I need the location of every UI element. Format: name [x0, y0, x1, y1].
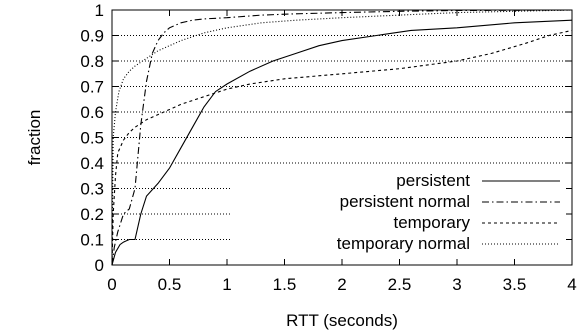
- y-tick-label: 0.7: [80, 78, 104, 97]
- y-tick-label: 0.4: [80, 154, 104, 173]
- series-lines: [111, 9, 573, 266]
- legend-label: temporary: [393, 213, 470, 232]
- x-tick-label: 0.5: [158, 275, 182, 294]
- y-tick-label: 0.5: [80, 129, 104, 148]
- series-line: [111, 19, 573, 266]
- y-tick-label: 0.2: [80, 205, 104, 224]
- x-tick-label: 3.5: [503, 275, 527, 294]
- x-axis-title: RTT (seconds): [286, 311, 398, 330]
- x-tick-label: 3: [452, 275, 461, 294]
- x-tick-label: 2: [337, 275, 346, 294]
- y-tick-label: 0.1: [80, 231, 104, 250]
- y-tick-label: 0.6: [80, 103, 104, 122]
- legend-label: persistent: [396, 171, 470, 190]
- x-tick-label: 1: [222, 275, 231, 294]
- series-line: [111, 9, 573, 266]
- x-tick-label: 2.5: [388, 275, 412, 294]
- y-tick-label: 1: [95, 1, 104, 20]
- x-tick-label: 1.5: [273, 275, 297, 294]
- series-line: [111, 29, 573, 266]
- x-tick-label: 4: [567, 275, 576, 294]
- axis-ticks: 0 0.1 0.2 0.3 0.4 0.5 0.6 0.7 0.8 0.9 1 0 0.5 1 1.5 2 2.…: [80, 1, 576, 294]
- y-axis-title: fraction: [25, 110, 44, 166]
- y-tick-label: 0.8: [80, 52, 104, 71]
- y-tick-label: 0.9: [80, 27, 104, 46]
- series-line: [111, 9, 573, 266]
- legend-label: temporary normal: [337, 234, 470, 253]
- x-tick-label: 0: [107, 275, 116, 294]
- legend: persistent persistent normal temporary temp…: [337, 171, 560, 253]
- y-tick-label: 0: [95, 256, 104, 275]
- legend-label: persistent normal: [340, 192, 470, 211]
- y-tick-label: 0.3: [80, 180, 104, 199]
- plot-frame: [111, 9, 573, 266]
